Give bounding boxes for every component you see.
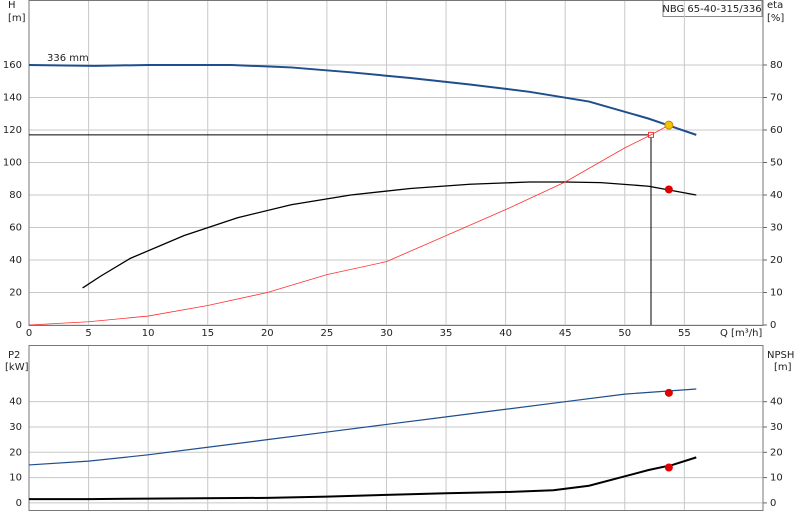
x-tick-label: 0 [26,328,32,339]
y-unit: [kW] [5,362,29,373]
y-tick-label: 0 [16,320,22,331]
annotation: NBG 65-40-315/336 [662,4,761,15]
y2-tick-label: 0 [770,320,776,331]
y-label: P2 [8,350,20,361]
y2-tick-label: 10 [770,473,783,484]
y2-unit: [m] [774,362,792,373]
y-tick-label: 30 [9,422,22,433]
x-tick-label: 40 [499,328,512,339]
y2-tick-label: 60 [770,125,783,136]
plot-frame [28,0,764,326]
y2-tick-label: 0 [770,498,776,509]
y2-tick-label: 40 [770,397,783,408]
y-tick-label: 140 [3,93,22,104]
x-tick-label: 15 [201,328,214,339]
y2-tick-label: 40 [770,190,783,201]
y-tick-label: 0 [16,498,22,509]
curve [28,388,697,466]
y2-tick-label: 80 [770,60,783,71]
y-tick-label: 40 [9,255,22,266]
y-tick-label: 100 [3,158,22,169]
curve [29,456,697,501]
x-tick-label: 50 [618,328,631,339]
curve [28,64,697,136]
y-tick-label: 120 [3,125,22,136]
operating-point [664,463,673,472]
y2-tick-label: 20 [770,255,783,266]
x-tick-label: 10 [142,328,155,339]
y-tick-label: 20 [9,288,22,299]
x-tick-label: 55 [678,328,691,339]
y-tick-label: 80 [9,190,22,201]
y-tick-label: 40 [9,397,22,408]
y2-tick-label: 70 [770,93,783,104]
y-label: H [8,0,16,11]
x-tick-label: 20 [261,328,274,339]
y2-tick-label: 30 [770,422,783,433]
operating-point [664,185,673,194]
x-label: Q [m³/h] [720,328,762,339]
curve-label: 336 mm [47,53,89,64]
x-tick-label: 25 [321,328,334,339]
operating-point [664,120,674,130]
y2-tick-label: 10 [770,288,783,299]
y-unit: [m] [8,13,26,24]
operating-point [664,388,673,397]
x-tick-label: 45 [559,328,572,339]
curve [82,181,697,289]
y2-label: eta [767,0,783,11]
x-tick-label: 30 [380,328,393,339]
y2-unit: [%] [767,13,784,24]
y2-label: NPSH [767,350,794,361]
x-tick-label: 5 [85,328,91,339]
y-tick-label: 60 [9,223,22,234]
y2-tick-label: 50 [770,158,783,169]
plot-frame [28,345,764,511]
y-tick-label: 10 [9,473,22,484]
curve [28,124,670,326]
y2-tick-label: 20 [770,447,783,458]
y-tick-label: 160 [3,60,22,71]
x-tick-label: 35 [440,328,453,339]
y-tick-label: 20 [9,447,22,458]
y2-tick-label: 30 [770,223,783,234]
